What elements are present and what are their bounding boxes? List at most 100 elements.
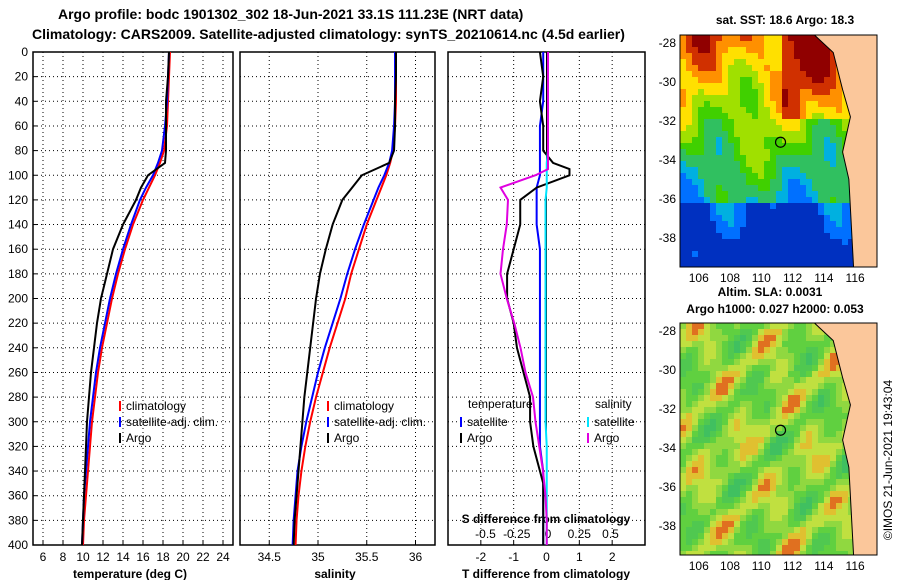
map-cell: [788, 149, 794, 155]
map-cell: [830, 125, 836, 131]
map-cell: [836, 455, 842, 461]
map-cell: [752, 467, 758, 473]
map-cell: [740, 59, 746, 65]
map-cell: [752, 215, 758, 221]
map-cell: [704, 497, 710, 503]
map-cell: [758, 257, 764, 263]
map-cell: [716, 443, 722, 449]
temp-line-satellite-adj--clim-: [81, 51, 170, 546]
map-cell: [716, 377, 722, 383]
map-cell: [710, 425, 716, 431]
map-cell: [764, 89, 770, 95]
map-cell: [788, 191, 794, 197]
map-cell: [794, 131, 800, 137]
map-cell: [788, 323, 794, 329]
map-cell: [746, 155, 752, 161]
map-cell: [830, 137, 836, 143]
map-cell: [770, 257, 776, 263]
map-cell: [746, 197, 752, 203]
map-cell: [758, 59, 764, 65]
map-cell: [704, 155, 710, 161]
map-cell: [686, 263, 692, 267]
map-cell: [770, 491, 776, 497]
map-cell: [764, 95, 770, 101]
map-cell: [746, 245, 752, 251]
map-cell: [716, 77, 722, 83]
map-cell: [680, 101, 686, 107]
map-cell: [818, 125, 824, 131]
map-cell: [770, 227, 776, 233]
map-cell: [722, 479, 728, 485]
map-cell: [752, 515, 758, 521]
temp-tick-label: 10: [76, 550, 90, 564]
map-cell: [842, 485, 848, 491]
depth-tick-label: 220: [8, 316, 28, 330]
map-cell: [776, 545, 782, 551]
map-cell: [716, 329, 722, 335]
map-cell: [698, 227, 704, 233]
map-cell: [764, 365, 770, 371]
map-cell: [692, 263, 698, 267]
map-cell: [794, 173, 800, 179]
map-cell: [794, 209, 800, 215]
map-cell: [812, 35, 818, 41]
map-cell: [782, 509, 788, 515]
map-cell: [818, 539, 824, 545]
land-mass: [813, 35, 877, 267]
map-cell: [752, 413, 758, 419]
map-cell: [710, 257, 716, 263]
map-cell: [722, 437, 728, 443]
map-cell: [794, 83, 800, 89]
map-cell: [818, 377, 824, 383]
temp-tick-label: 20: [176, 550, 190, 564]
map-cell: [710, 203, 716, 209]
map-cell: [698, 335, 704, 341]
legend-label: satellite-adj. clim.: [126, 415, 218, 429]
map-cell: [692, 335, 698, 341]
temp-tick-label: 18: [156, 550, 170, 564]
map-cell: [740, 437, 746, 443]
map-cell: [692, 383, 698, 389]
map-lat-label: -38: [659, 519, 677, 533]
map-cell: [776, 383, 782, 389]
map-cell: [692, 365, 698, 371]
map-cell: [686, 389, 692, 395]
map-cell: [686, 371, 692, 377]
map-cell: [704, 71, 710, 77]
map-cell: [812, 431, 818, 437]
map-cell: [830, 443, 836, 449]
map-cell: [722, 107, 728, 113]
map-cell: [740, 443, 746, 449]
map-cell: [794, 119, 800, 125]
map-cell: [788, 197, 794, 203]
map-cell: [704, 449, 710, 455]
map-cell: [818, 197, 824, 203]
map-cell: [788, 497, 794, 503]
map-cell: [740, 53, 746, 59]
map-field: [680, 35, 877, 267]
map-cell: [758, 467, 764, 473]
map-cell: [794, 41, 800, 47]
map-cell: [740, 263, 746, 267]
map-cell: [830, 551, 836, 555]
map-cell: [770, 155, 776, 161]
map-cell: [836, 545, 842, 551]
map-cell: [770, 71, 776, 77]
map-cell: [746, 35, 752, 41]
map-cell: [716, 161, 722, 167]
map-cell: [830, 257, 836, 263]
map-cell: [686, 527, 692, 533]
map-cell: [734, 197, 740, 203]
map-cell: [806, 215, 812, 221]
map-cell: [800, 209, 806, 215]
map-cell: [764, 185, 770, 191]
map-cell: [728, 371, 734, 377]
map-cell: [758, 491, 764, 497]
map-cell: [734, 215, 740, 221]
map-cell: [752, 35, 758, 41]
map-cell: [728, 125, 734, 131]
map-cell: [752, 179, 758, 185]
map-cell: [746, 335, 752, 341]
map-cell: [686, 419, 692, 425]
